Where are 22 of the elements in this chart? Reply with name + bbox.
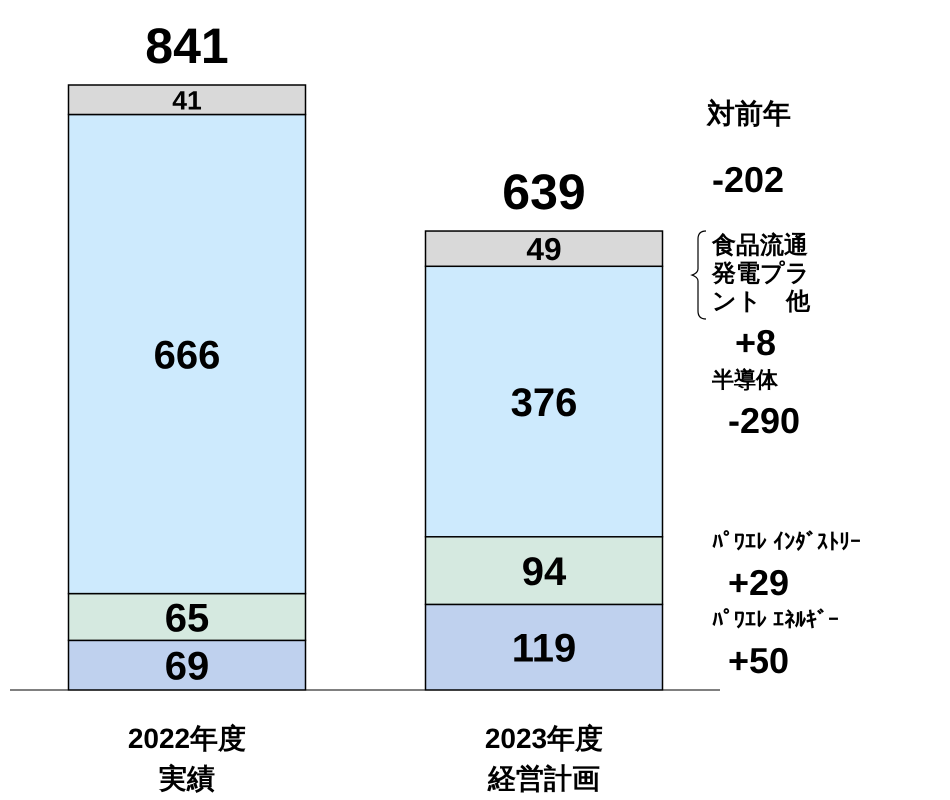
data-label: 41 [172, 85, 202, 116]
text: +50 [728, 640, 790, 681]
text: 食品流通発電プラント 他 [711, 232, 811, 316]
x-tick-label: 2023年度経営計画 [484, 723, 604, 794]
data-label: 69 [164, 644, 210, 689]
data-label: 49 [526, 231, 562, 268]
text: +8 [735, 322, 776, 364]
text: 半導体 [711, 367, 779, 392]
x-tick-label: 2022年度実績 [128, 723, 246, 794]
total-label: 841 [145, 18, 229, 74]
data-label: 65 [164, 596, 210, 640]
total-label: 639 [502, 164, 586, 220]
data-label: 666 [154, 333, 220, 378]
text: +29 [728, 562, 790, 603]
text: ﾊﾟﾜｴﾚ ｲﾝﾀﾞｽﾄﾘｰ [712, 528, 862, 554]
data-label: 94 [522, 550, 567, 594]
text: -290 [728, 400, 800, 442]
annotation: -202 [712, 159, 784, 200]
data-label: 119 [512, 626, 576, 671]
data-label: 376 [510, 380, 578, 425]
text: ﾊﾟﾜｴﾚ ｴﾈﾙｷﾞｰ [712, 606, 840, 632]
annotation: 対前年 [706, 98, 791, 129]
